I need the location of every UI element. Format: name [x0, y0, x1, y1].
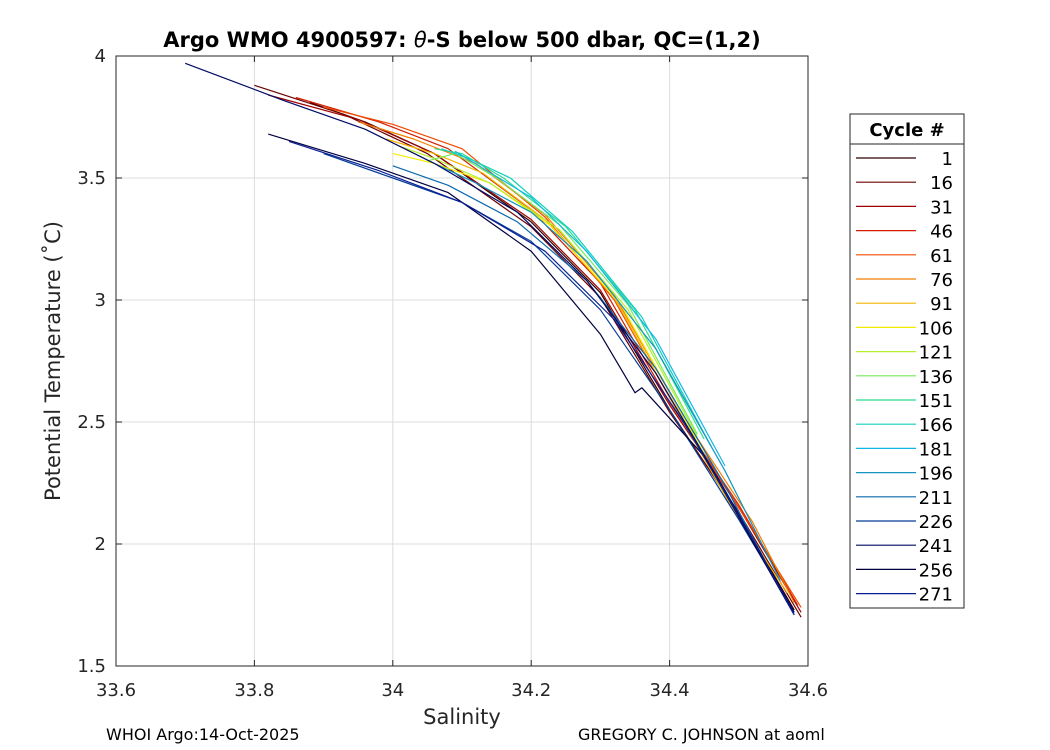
legend-label: 196	[919, 464, 953, 485]
legend-label: 1	[942, 149, 953, 170]
legend-label: 136	[919, 367, 953, 388]
legend-label: 76	[930, 270, 953, 291]
y-tick-label: 4	[95, 46, 106, 67]
y-tick-label: 1.5	[77, 656, 106, 677]
plot-frame	[115, 55, 809, 667]
series-line-cycle-136	[427, 153, 698, 435]
series-line-cycle-31	[268, 94, 802, 613]
x-axis-ticks: 33.6 33.8 34 34.2 34.4 34.6	[96, 56, 828, 701]
legend-label: 61	[930, 246, 953, 267]
x-tick-label: 34.2	[511, 680, 551, 701]
y-axis-label: Potential Temperature (˚C)	[41, 221, 65, 501]
x-tick-label: 34.6	[788, 680, 828, 701]
legend-title: Cycle #	[869, 120, 944, 141]
legend-label: 226	[919, 512, 953, 533]
legend-label: 256	[919, 560, 953, 581]
y-axis-ticks: 1.5 2 2.5 3 3.5 4	[77, 46, 808, 677]
legend-label: 121	[919, 343, 953, 364]
series-line-cycle-91	[385, 138, 788, 594]
legend-label: 91	[930, 294, 953, 315]
series-line-cycle-121	[399, 145, 698, 437]
series-line-cycle-196	[434, 162, 781, 581]
series-line-cycle-256	[268, 133, 795, 616]
legend-label: 181	[919, 439, 953, 460]
x-tick-label: 34.4	[650, 680, 690, 701]
series-line-cycle-271	[288, 140, 795, 616]
series-line-cycle-211	[392, 165, 788, 603]
series-line-cycle-61	[323, 106, 802, 608]
x-axis-label: Salinity	[423, 705, 501, 729]
series-lines	[184, 62, 802, 618]
footer-left: WHOI Argo:14-Oct-2025	[106, 725, 300, 744]
series-line-cycle-181	[454, 150, 726, 467]
chart-title: Argo WMO 4900597: θ-S below 500 dbar, QC…	[163, 28, 760, 52]
y-tick-label: 3	[95, 290, 106, 311]
legend-label: 46	[930, 222, 953, 243]
y-tick-label: 2.5	[77, 412, 106, 433]
legend-box	[849, 113, 965, 609]
series-line-cycle-76	[358, 121, 795, 603]
legend-label: 211	[919, 488, 953, 509]
y-tick-label: 2	[95, 534, 106, 555]
series-line-cycle-16	[254, 84, 802, 618]
legend-label: 241	[919, 536, 953, 557]
series-line-cycle-1	[309, 101, 795, 611]
x-tick-label: 34	[381, 680, 404, 701]
legend-label: 271	[919, 585, 953, 606]
series-line-cycle-226	[323, 153, 795, 613]
legend: Cycle # 11631466176911061211361511661811…	[849, 113, 965, 609]
x-tick-label: 33.8	[234, 680, 274, 701]
legend-label: 16	[930, 173, 953, 194]
series-line-cycle-46	[295, 96, 799, 606]
series-line-cycle-241	[184, 62, 795, 613]
series-line-cycle-106	[392, 153, 740, 518]
legend-label: 151	[919, 391, 953, 412]
footer-right: GREGORY C. JOHNSON at aoml	[578, 725, 825, 744]
legend-label: 31	[930, 197, 953, 218]
grid	[115, 55, 809, 667]
legend-label: 106	[919, 318, 953, 339]
x-tick-label: 33.6	[96, 680, 136, 701]
legend-label: 166	[919, 415, 953, 436]
y-tick-label: 3.5	[77, 168, 106, 189]
series-line-cycle-166	[440, 148, 712, 447]
legend-items: 1 16 31 46 61 76 91 106 121 136 151 166 181 196 211 226…	[856, 149, 953, 606]
